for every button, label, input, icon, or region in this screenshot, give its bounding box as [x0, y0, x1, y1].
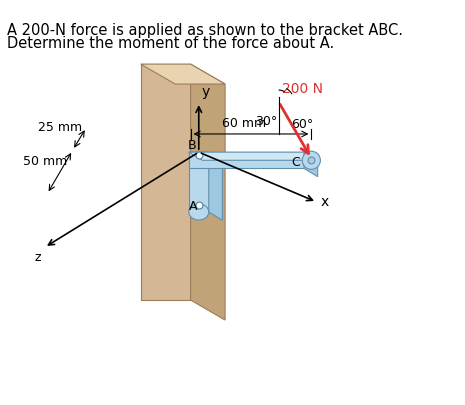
- Text: 25 mm: 25 mm: [39, 122, 83, 134]
- Polygon shape: [191, 64, 225, 320]
- Polygon shape: [209, 152, 222, 220]
- Polygon shape: [189, 152, 209, 212]
- Text: 60 mm: 60 mm: [222, 117, 266, 130]
- Text: x: x: [320, 195, 329, 209]
- Polygon shape: [141, 64, 225, 84]
- Text: 60°: 60°: [292, 118, 313, 131]
- Text: z: z: [34, 251, 41, 264]
- Polygon shape: [189, 152, 318, 160]
- Text: 200 N: 200 N: [282, 83, 323, 96]
- Text: A: A: [188, 200, 197, 213]
- Text: A 200-N force is applied as shown to the bracket ABC.: A 200-N force is applied as shown to the…: [7, 23, 403, 38]
- Polygon shape: [141, 64, 191, 300]
- Ellipse shape: [189, 204, 209, 220]
- Text: 30°: 30°: [255, 115, 277, 128]
- Text: C: C: [292, 156, 300, 168]
- Text: B: B: [187, 139, 196, 152]
- Polygon shape: [304, 152, 318, 177]
- Text: y: y: [201, 85, 210, 100]
- Polygon shape: [189, 152, 304, 168]
- Polygon shape: [189, 152, 222, 160]
- Ellipse shape: [302, 151, 320, 169]
- Text: Determine the moment of the force about A.: Determine the moment of the force about …: [7, 36, 334, 51]
- Text: 50 mm: 50 mm: [23, 155, 67, 168]
